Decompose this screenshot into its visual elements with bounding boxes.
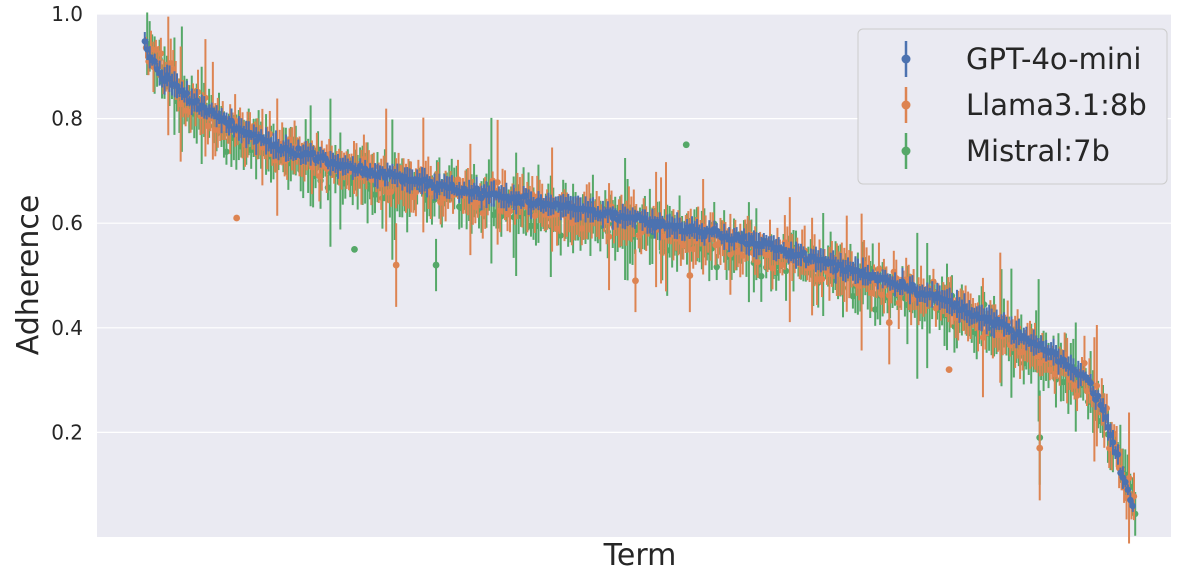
data-point <box>557 232 564 239</box>
data-point <box>157 50 165 57</box>
data-point <box>1036 444 1044 452</box>
data-point <box>506 207 514 215</box>
data-point <box>392 261 400 269</box>
data-point <box>1122 478 1129 486</box>
data-point <box>357 162 364 170</box>
legend-marker-dot <box>901 146 911 156</box>
data-point <box>930 278 937 285</box>
data-point <box>412 189 420 196</box>
data-point <box>494 179 501 186</box>
data-point <box>432 261 440 269</box>
legend-label: Mistral:7b <box>966 134 1110 168</box>
data-point <box>713 263 720 271</box>
y-tick-label: 0.4 <box>51 316 83 340</box>
data-point <box>1087 379 1094 387</box>
data-point <box>1124 486 1132 493</box>
data-point <box>605 233 613 240</box>
data-point <box>233 214 241 222</box>
data-point <box>266 130 274 138</box>
data-point <box>1081 359 1088 367</box>
data-point <box>223 148 230 155</box>
data-point <box>758 272 765 280</box>
data-point <box>351 245 358 253</box>
data-point <box>875 265 883 273</box>
data-point <box>194 88 202 96</box>
y-tick-label: 0.6 <box>51 211 83 235</box>
data-point <box>151 58 158 65</box>
data-point <box>682 141 690 149</box>
legend-marker-dot <box>901 54 911 64</box>
data-point <box>1129 502 1137 510</box>
data-marks <box>141 12 1139 544</box>
y-tick-label: 0.8 <box>51 107 83 131</box>
data-point <box>818 275 826 283</box>
legend-marker-dot <box>901 100 911 110</box>
series-GPT-4o-mini <box>141 32 1137 512</box>
data-point <box>632 277 639 285</box>
legend-label: GPT-4o-mini <box>966 42 1141 76</box>
data-point <box>945 366 953 374</box>
y-tick-label: 1.0 <box>51 2 83 26</box>
data-point <box>686 272 694 279</box>
data-point <box>1114 451 1122 458</box>
legend-label: Llama3.1:8b <box>966 88 1147 122</box>
data-point <box>1093 382 1101 389</box>
data-point <box>1109 439 1117 446</box>
legend-box <box>857 28 1168 185</box>
x-axis-label: Term <box>603 538 677 572</box>
data-point <box>193 97 200 104</box>
legend: GPT-4o-mini Llama3.1:8b Mistral:7b <box>857 28 1168 185</box>
data-point <box>183 90 191 97</box>
y-tick-labels: 0.2 0.4 0.6 0.8 1.0 <box>51 2 83 444</box>
y-tick-label: 0.2 <box>51 420 83 444</box>
data-point <box>202 94 209 101</box>
y-axis-label: Adherence <box>11 195 46 356</box>
data-point <box>754 258 761 266</box>
data-point <box>1094 392 1102 400</box>
data-point <box>782 267 790 275</box>
data-point <box>885 319 893 326</box>
